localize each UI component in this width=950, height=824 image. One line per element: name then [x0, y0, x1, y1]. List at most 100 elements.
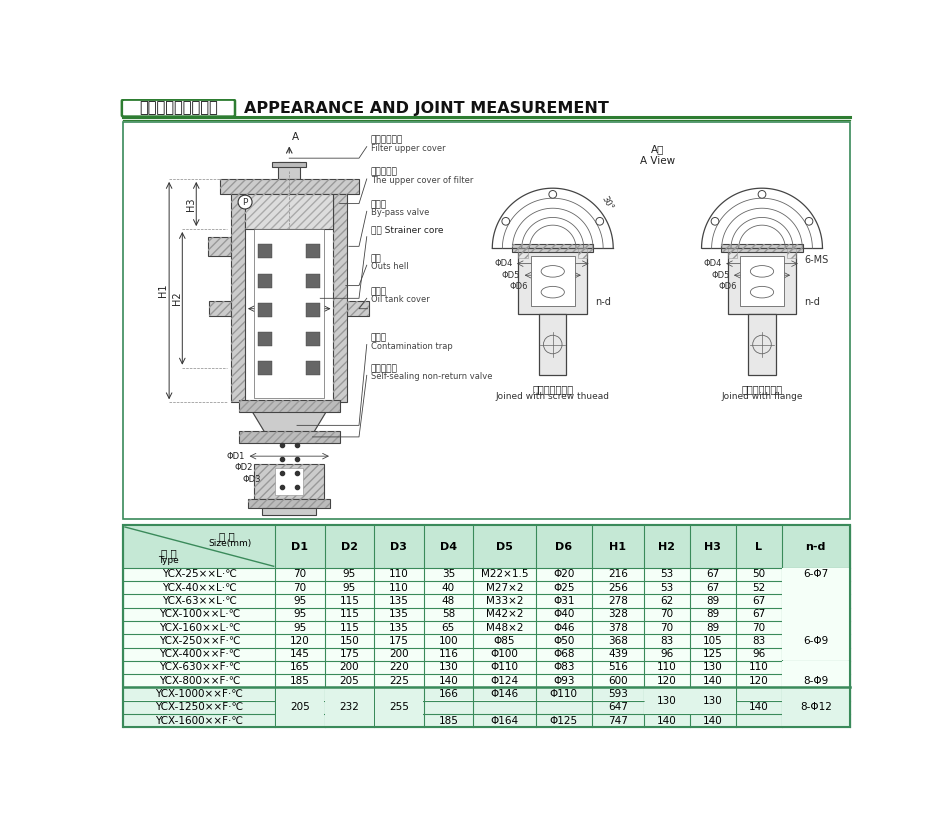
Text: 145: 145 — [290, 649, 310, 659]
Text: n-d: n-d — [595, 297, 611, 307]
Bar — [219, 179, 359, 194]
Circle shape — [596, 218, 603, 225]
Text: ΦD4: ΦD4 — [703, 260, 722, 268]
Text: 95: 95 — [294, 623, 307, 633]
Bar — [278, 162, 300, 179]
Bar — [540, 314, 566, 375]
Bar — [578, 248, 587, 258]
Bar — [208, 236, 231, 256]
Text: A: A — [292, 132, 298, 142]
Text: 175: 175 — [339, 649, 359, 659]
Text: Φ83: Φ83 — [553, 662, 575, 672]
Text: 110: 110 — [657, 662, 676, 672]
Text: 100: 100 — [439, 636, 458, 646]
Bar — [788, 248, 796, 258]
Text: YCX-400××F·℃: YCX-400××F·℃ — [159, 649, 240, 659]
Text: YCX-1250××F·℃: YCX-1250××F·℃ — [155, 702, 243, 712]
Circle shape — [549, 190, 557, 199]
Text: 120: 120 — [749, 676, 769, 686]
Bar — [782, 661, 849, 674]
Circle shape — [712, 218, 719, 225]
Bar — [728, 248, 737, 258]
Text: M42×2: M42×2 — [485, 609, 523, 620]
Text: Φ85: Φ85 — [493, 636, 515, 646]
Bar — [782, 688, 849, 727]
Text: 83: 83 — [752, 636, 766, 646]
Text: 油箱盖: 油箱盖 — [370, 287, 387, 296]
Bar — [721, 245, 803, 252]
Bar — [740, 256, 784, 306]
Text: 120: 120 — [657, 676, 676, 686]
Text: 593: 593 — [608, 689, 628, 699]
Text: D1: D1 — [292, 541, 309, 551]
Circle shape — [238, 195, 252, 209]
Text: 40: 40 — [442, 583, 455, 592]
Text: 8-Φ9: 8-Φ9 — [803, 662, 828, 672]
Text: Φ146: Φ146 — [490, 689, 519, 699]
Text: 89: 89 — [706, 623, 719, 633]
Text: 220: 220 — [389, 662, 408, 672]
Text: 50: 50 — [752, 569, 766, 579]
Text: D5: D5 — [496, 541, 513, 551]
Text: 225: 225 — [389, 676, 408, 686]
Bar — [124, 714, 848, 727]
Text: 70: 70 — [294, 569, 307, 579]
Text: 52: 52 — [752, 583, 766, 592]
Text: 256: 256 — [608, 583, 628, 592]
Text: 滤油器上盖: 滤油器上盖 — [370, 167, 397, 176]
Text: YCX-100××L·℃: YCX-100××L·℃ — [159, 609, 240, 620]
Bar — [248, 499, 331, 508]
Bar — [519, 248, 587, 314]
Text: Φ25: Φ25 — [553, 583, 575, 592]
Text: YCX-800××F·℃: YCX-800××F·℃ — [159, 676, 240, 686]
Text: APPEARANCE AND JOINT MEASUREMENT: APPEARANCE AND JOINT MEASUREMENT — [244, 101, 609, 115]
Bar — [124, 526, 849, 728]
Text: 368: 368 — [608, 636, 628, 646]
Text: 232: 232 — [339, 702, 359, 712]
Bar — [333, 194, 348, 402]
Text: Joined with screw thuead: Joined with screw thuead — [496, 392, 610, 401]
Text: Φ125: Φ125 — [550, 715, 578, 726]
Text: 115: 115 — [339, 609, 359, 620]
Text: A向
A View: A向 A View — [639, 144, 674, 166]
Text: 自封单向阀: 自封单向阀 — [370, 364, 397, 373]
Text: ΦD5: ΦD5 — [502, 271, 521, 279]
Text: Φ100: Φ100 — [490, 649, 518, 659]
Text: YCX-250××F·℃: YCX-250××F·℃ — [159, 636, 240, 646]
Circle shape — [502, 218, 509, 225]
Bar — [238, 431, 340, 443]
Text: Φ46: Φ46 — [553, 623, 575, 633]
Text: ΦD6: ΦD6 — [509, 283, 528, 291]
Text: 140: 140 — [703, 676, 723, 686]
Text: 53: 53 — [660, 583, 674, 592]
Text: 58: 58 — [442, 609, 455, 620]
Text: 48: 48 — [442, 596, 455, 606]
Text: 70: 70 — [752, 623, 766, 633]
Text: L: L — [755, 541, 763, 551]
Bar — [124, 700, 848, 714]
Text: 200: 200 — [339, 662, 359, 672]
Bar — [691, 688, 735, 714]
Text: 165: 165 — [290, 662, 310, 672]
Text: 116: 116 — [438, 649, 458, 659]
Text: 600: 600 — [608, 676, 628, 686]
Text: 6-MS: 6-MS — [805, 255, 828, 265]
Bar — [258, 245, 273, 258]
Text: M48×2: M48×2 — [485, 623, 523, 633]
Text: D3: D3 — [390, 541, 408, 551]
Text: 67: 67 — [706, 583, 719, 592]
Bar — [273, 162, 306, 166]
Text: Φ164: Φ164 — [490, 715, 519, 726]
Text: 6-Φ9: 6-Φ9 — [803, 636, 828, 646]
Text: 516: 516 — [608, 662, 628, 672]
Text: 166: 166 — [438, 689, 458, 699]
Bar — [238, 431, 340, 443]
Text: 6-Φ7: 6-Φ7 — [803, 569, 828, 579]
Text: 135: 135 — [389, 596, 408, 606]
Text: 集污栓: 集污栓 — [370, 333, 387, 342]
Text: 747: 747 — [608, 715, 628, 726]
Text: 125: 125 — [703, 649, 723, 659]
Text: Φ50: Φ50 — [553, 636, 575, 646]
Text: The upper cover of filter: The upper cover of filter — [370, 176, 473, 185]
Text: Φ93: Φ93 — [553, 676, 575, 686]
